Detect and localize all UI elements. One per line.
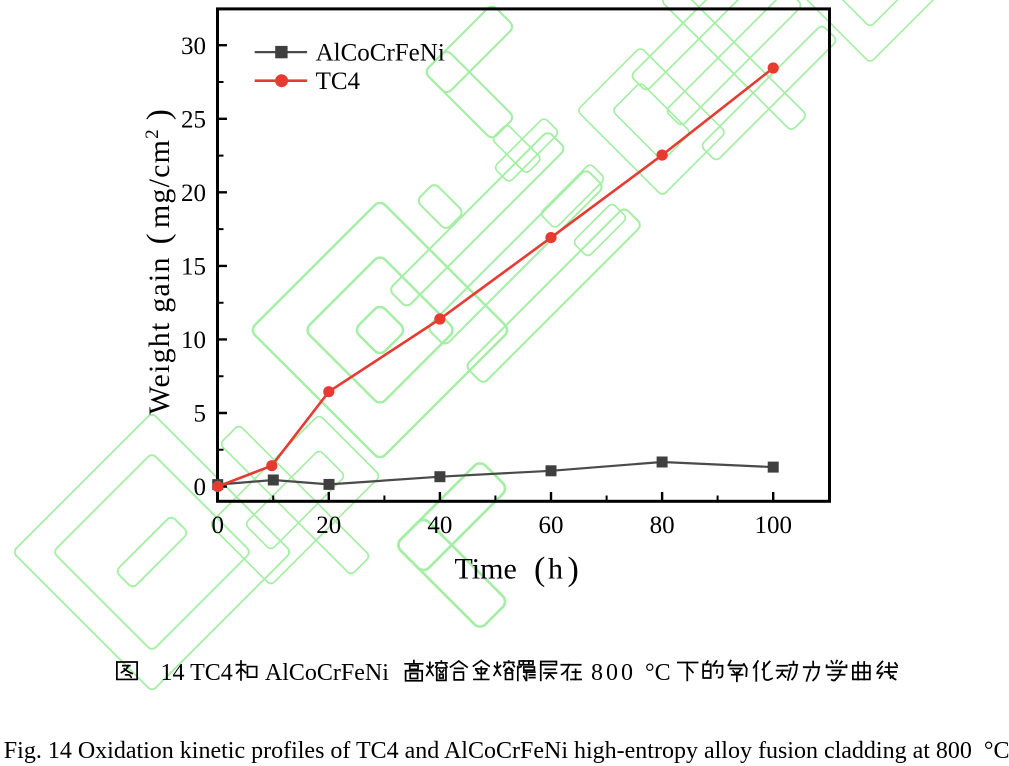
svg-text:30: 30 — [181, 33, 206, 60]
svg-text:10: 10 — [181, 327, 206, 354]
svg-text:14 TC4: 14 TC4 — [161, 660, 233, 686]
svg-text:°C: °C — [645, 660, 671, 686]
svg-text:100: 100 — [754, 512, 792, 539]
svg-text:25: 25 — [181, 106, 206, 133]
svg-text:): ) — [568, 551, 579, 588]
svg-text:Fig. 14 Oxidation kinetic prof: Fig. 14 Oxidation kinetic profiles of TC… — [4, 738, 1009, 764]
svg-text:Weight gain(mg/cm2): Weight gain(mg/cm2) — [141, 108, 177, 415]
svg-text:20: 20 — [181, 180, 206, 207]
svg-text:AlCoCrFeNi: AlCoCrFeNi — [265, 660, 389, 686]
svg-text:800: 800 — [591, 660, 636, 686]
svg-text:0: 0 — [194, 474, 207, 501]
svg-text:Time: Time — [455, 553, 517, 586]
svg-text:40: 40 — [427, 512, 452, 539]
svg-text:5: 5 — [194, 401, 207, 428]
svg-text:15: 15 — [181, 254, 206, 281]
svg-text:80: 80 — [650, 512, 675, 539]
svg-text:h: h — [548, 553, 563, 586]
svg-text:TC4: TC4 — [316, 68, 361, 95]
svg-text:20: 20 — [316, 512, 341, 539]
svg-text:(: ( — [534, 551, 545, 588]
svg-text:0: 0 — [211, 512, 224, 539]
svg-text:AlCoCrFeNi: AlCoCrFeNi — [316, 39, 445, 66]
svg-text:60: 60 — [539, 512, 564, 539]
